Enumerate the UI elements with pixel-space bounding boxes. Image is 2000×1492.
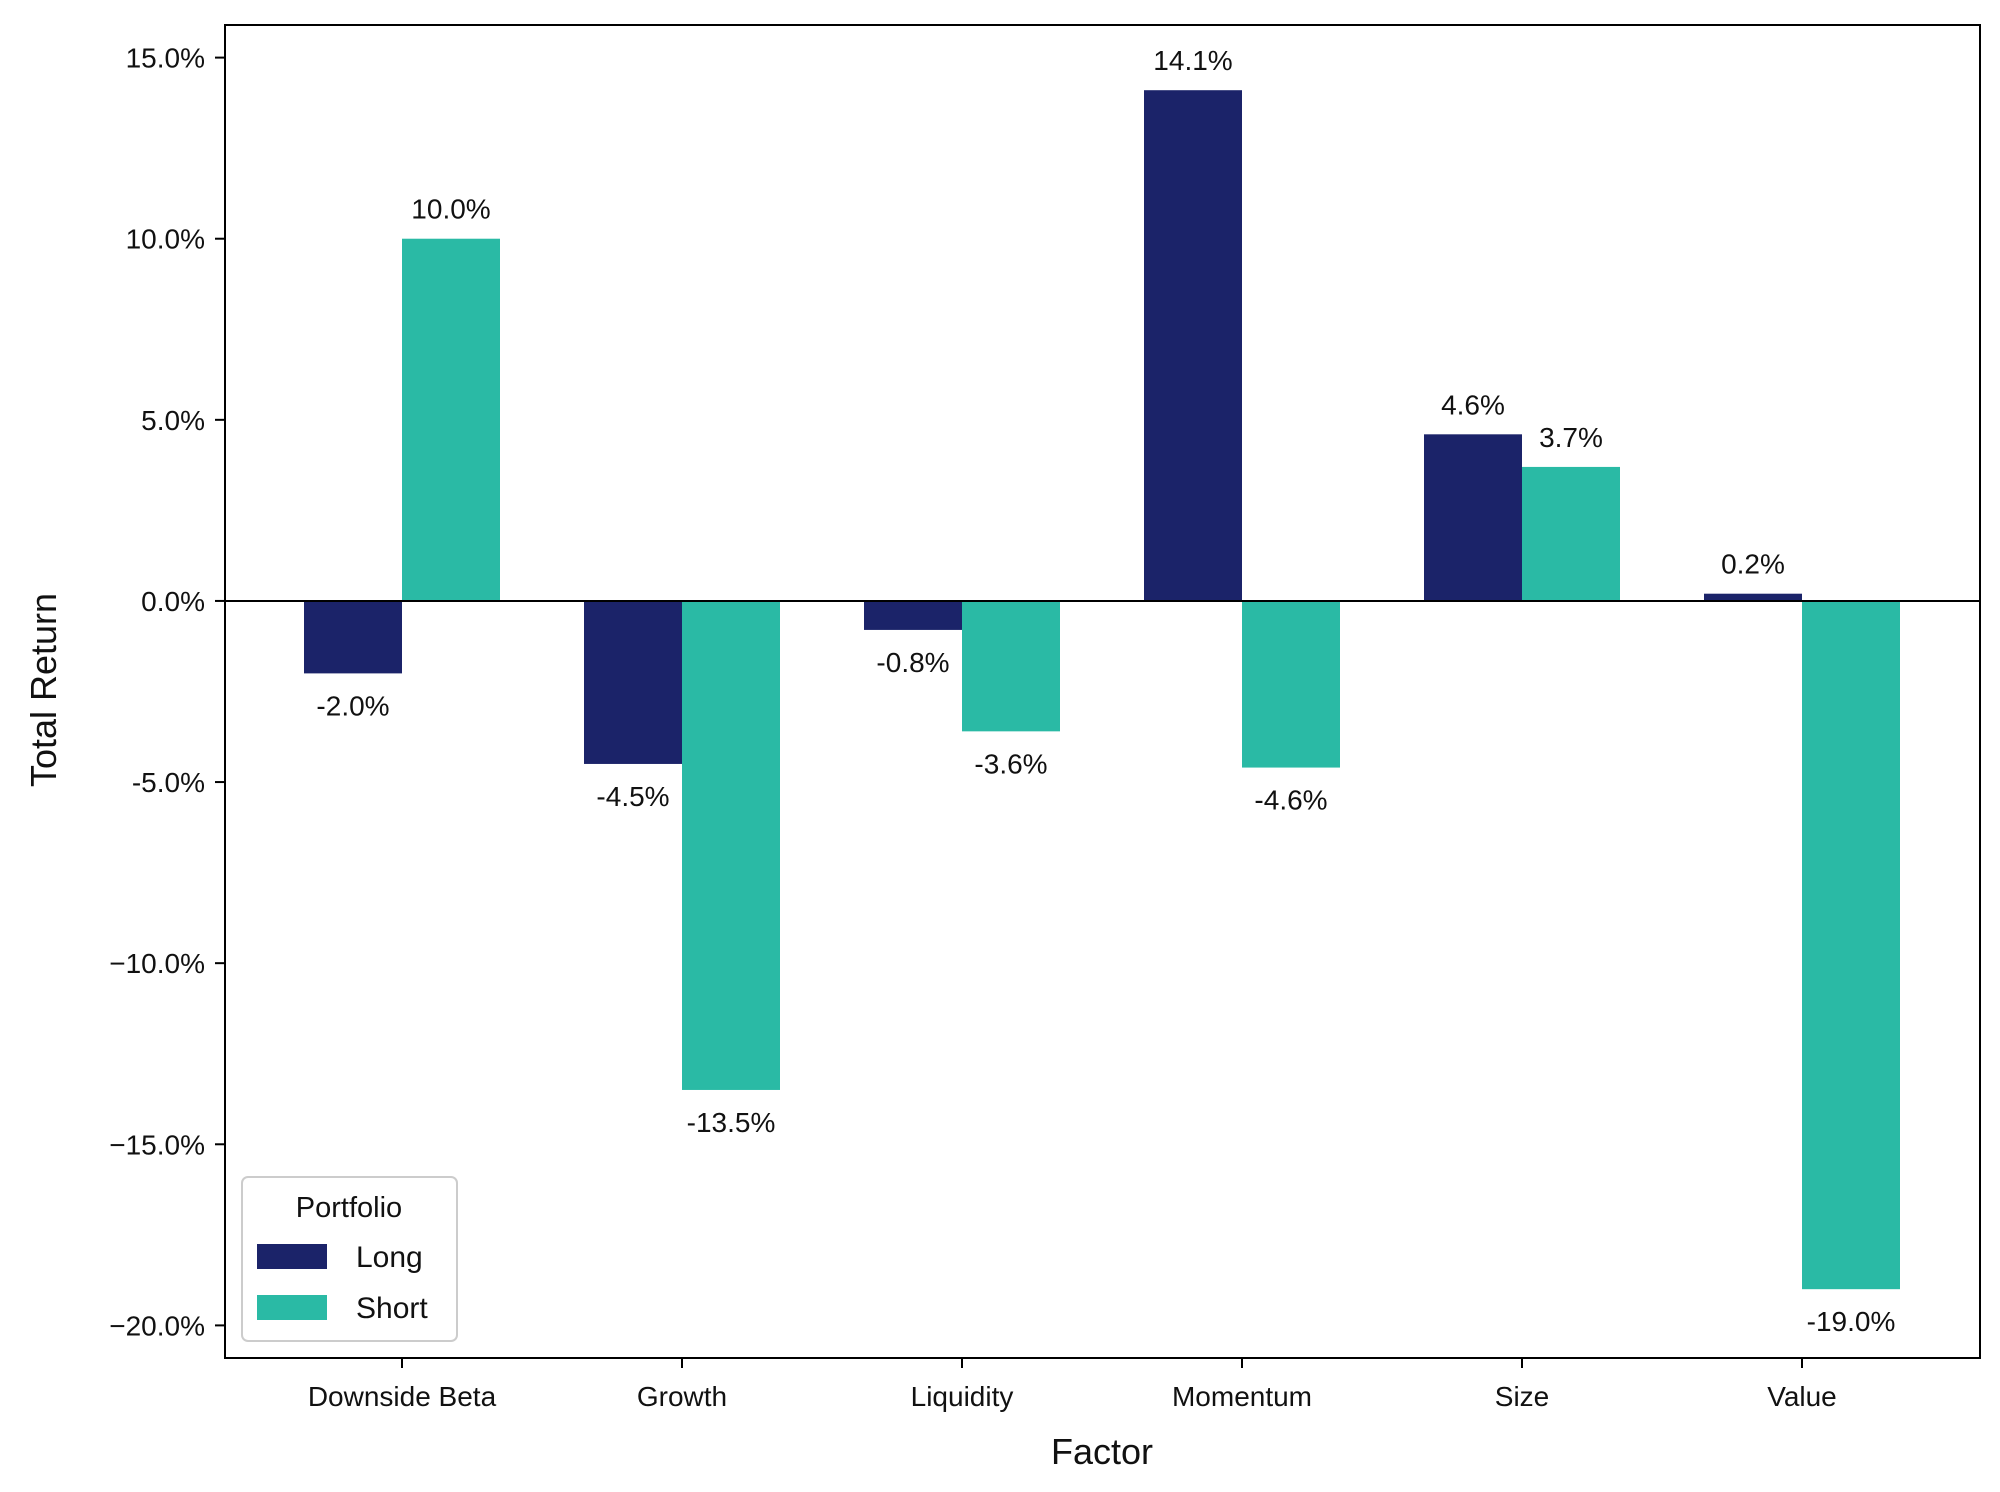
bar-long-growth (584, 600, 682, 764)
bar-short-downside-beta (402, 238, 500, 601)
legend-label-short: Short (356, 1292, 428, 1325)
y-tick-label: 5.0% (141, 405, 205, 436)
legend-title: Portfolio (296, 1192, 402, 1224)
bar-short-size (1522, 466, 1620, 601)
x-axis-title: Factor (1051, 1431, 1153, 1472)
y-axis-title: Total Return (23, 593, 64, 787)
bar-short-growth-label: -13.5% (687, 1107, 776, 1138)
legend-swatch-long (257, 1244, 327, 1269)
bar-short-value-label: -19.0% (1807, 1306, 1896, 1337)
y-tick-label: −15.0% (109, 1129, 205, 1160)
y-axis: 15.0% 10.0% 5.0% 0.0% -5.0% −10.0% −15.0% −20.0… (109, 43, 225, 1341)
y-tick-label: 15.0% (126, 43, 205, 74)
bar-short-downside-beta-label: 10.0% (411, 194, 490, 225)
bar-short-momentum-label: -4.6% (1254, 785, 1327, 816)
x-tick-label-momentum: Momentum (1172, 1381, 1312, 1412)
bar-long-size-label: 4.6% (1441, 389, 1505, 420)
bar-long-liquidity-label: -0.8% (876, 647, 949, 678)
bars-layer (304, 90, 1900, 1290)
bar-long-value (1704, 593, 1802, 601)
bar-short-value (1802, 600, 1900, 1290)
bar-long-value-label: 0.2% (1721, 549, 1785, 580)
bar-labels-layer: -2.0% -4.5% -0.8% 14.1% 4.6% 0.2% 10.0% -13.5% -… (316, 45, 1895, 1337)
y-tick-label: 10.0% (126, 224, 205, 255)
legend-swatch-short (257, 1295, 327, 1320)
y-tick-label: −20.0% (109, 1310, 205, 1341)
bar-long-growth-label: -4.5% (596, 781, 669, 812)
bar-short-liquidity (962, 600, 1060, 732)
bar-short-liquidity-label: -3.6% (974, 748, 1047, 779)
bar-long-liquidity (864, 600, 962, 630)
bar-long-momentum (1144, 90, 1242, 601)
x-axis: Downside Beta Growth Liquidity Momentum Size… (308, 1358, 1837, 1412)
x-tick-label-size: Size (1495, 1381, 1549, 1412)
y-tick-label: −10.0% (109, 948, 205, 979)
plot-frame (224, 24, 1981, 1359)
x-tick-label-growth: Growth (637, 1381, 727, 1412)
bar-short-size-label: 3.7% (1539, 422, 1603, 453)
legend: Portfolio Long Short (241, 1176, 458, 1342)
x-tick-label-downside-beta: Downside Beta (308, 1381, 497, 1412)
bar-long-downside-beta-label: -2.0% (316, 690, 389, 721)
x-tick-label-liquidity: Liquidity (911, 1381, 1014, 1412)
x-tick-label-value: Value (1767, 1381, 1837, 1412)
legend-label-long: Long (356, 1241, 423, 1274)
bar-short-momentum (1242, 600, 1340, 768)
bar-long-downside-beta (304, 600, 402, 674)
bar-short-growth (682, 600, 780, 1090)
y-tick-label: 0.0% (141, 586, 205, 617)
y-tick-label: -5.0% (132, 767, 205, 798)
bar-long-momentum-label: 14.1% (1153, 45, 1232, 76)
bar-long-size (1424, 434, 1522, 601)
